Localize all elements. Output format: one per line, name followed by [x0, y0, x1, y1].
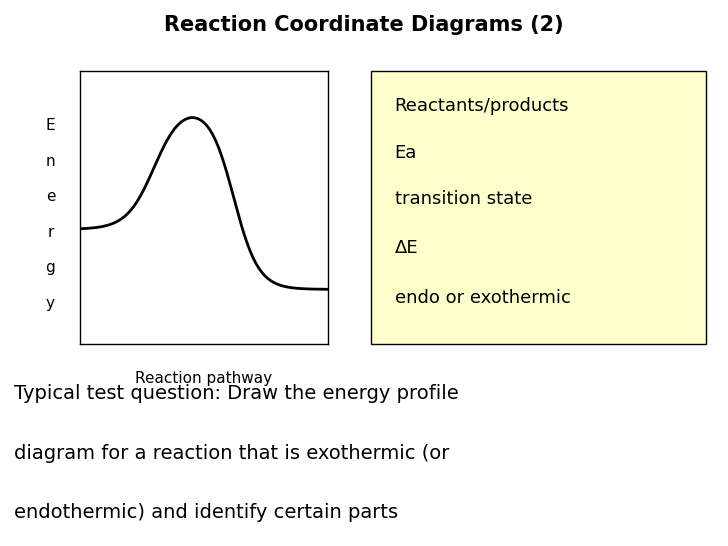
FancyBboxPatch shape: [371, 71, 706, 344]
Text: endo or exothermic: endo or exothermic: [395, 289, 571, 306]
Text: r: r: [47, 224, 54, 240]
Text: g: g: [46, 260, 55, 275]
Text: y: y: [46, 295, 55, 311]
Text: E: E: [46, 118, 55, 133]
Text: n: n: [46, 153, 55, 169]
Text: e: e: [46, 189, 55, 204]
Text: Ea: Ea: [395, 144, 417, 162]
Text: endothermic) and identify certain parts: endothermic) and identify certain parts: [15, 503, 398, 522]
Text: transition state: transition state: [395, 191, 532, 208]
Text: Reactants/products: Reactants/products: [395, 98, 569, 115]
Text: diagram for a reaction that is exothermic (or: diagram for a reaction that is exothermi…: [15, 444, 450, 462]
Text: ΔE: ΔE: [395, 240, 419, 257]
Text: Reaction pathway: Reaction pathway: [135, 371, 272, 386]
Text: Typical test question: Draw the energy profile: Typical test question: Draw the energy p…: [15, 384, 459, 403]
Text: Reaction Coordinate Diagrams (2): Reaction Coordinate Diagrams (2): [165, 15, 563, 34]
